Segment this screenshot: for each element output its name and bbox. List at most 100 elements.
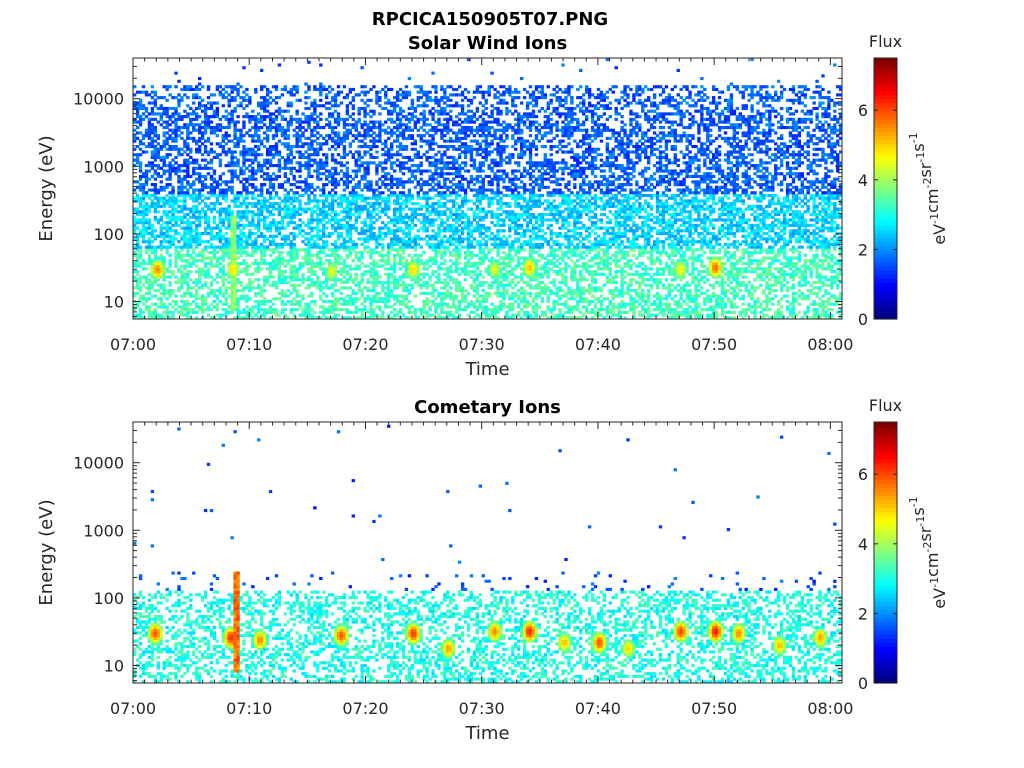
flux-cell <box>147 256 152 260</box>
flux-cell <box>307 218 311 222</box>
flux-cell <box>298 283 302 287</box>
flux-cell <box>195 210 199 214</box>
flux-cell <box>313 139 317 143</box>
flux-cell <box>218 177 223 181</box>
flux-cell <box>262 98 267 102</box>
flux-cell <box>333 120 338 124</box>
flux-cell <box>327 172 332 176</box>
flux-cell <box>283 109 288 113</box>
flux-cell <box>404 289 409 293</box>
flux-cell <box>209 142 214 146</box>
flux-cell <box>192 136 196 140</box>
flux-cell <box>431 125 435 130</box>
flux-cell <box>200 193 205 198</box>
flux-cell <box>227 248 231 252</box>
flux-cell <box>310 245 314 249</box>
flux-cell <box>333 221 338 225</box>
flux-cell <box>186 310 190 314</box>
flux-cell <box>195 310 199 314</box>
flux-cell <box>274 286 279 290</box>
flux-cell <box>354 272 358 276</box>
flux-cell <box>345 280 350 285</box>
flux-cell <box>239 253 243 257</box>
flux-cell <box>159 204 163 208</box>
flux-cell <box>327 169 332 173</box>
flux-cell <box>277 245 282 249</box>
flux-cell <box>325 316 329 320</box>
flux-cell <box>401 145 406 149</box>
flux-cell <box>313 240 317 244</box>
flux-cell <box>390 242 394 246</box>
flux-cell <box>357 150 361 154</box>
flux-cell <box>230 221 234 225</box>
flux-cell <box>133 218 137 222</box>
flux-cell <box>395 297 400 301</box>
flux-cell <box>265 115 270 119</box>
flux-cell <box>236 204 240 208</box>
flux-cell <box>180 299 184 304</box>
flux-cell <box>440 109 444 113</box>
flux-cell <box>227 185 231 189</box>
flux-cell <box>183 226 187 230</box>
flux-cell <box>153 134 158 138</box>
flux-cell <box>133 180 137 184</box>
flux-cell <box>292 245 296 249</box>
flux-cell <box>333 253 338 257</box>
flux-cell <box>313 150 317 154</box>
flux-cell <box>387 147 391 151</box>
flux-cell <box>153 234 158 238</box>
flux-cell <box>262 172 267 176</box>
flux-cell <box>292 316 296 320</box>
flux-cell <box>260 232 264 236</box>
flux-cell <box>428 278 432 282</box>
flux-cell <box>336 85 341 89</box>
flux-cell <box>422 193 426 198</box>
flux-cell <box>227 310 231 314</box>
flux-cell <box>186 259 190 263</box>
flux-cell <box>292 128 296 132</box>
flux-cell <box>316 242 320 246</box>
flux-cell <box>230 280 234 285</box>
flux-cell <box>203 147 208 151</box>
flux-cell <box>289 215 293 219</box>
flux-cell <box>381 169 385 173</box>
flux-cell <box>183 204 187 208</box>
flux-cell <box>413 294 417 298</box>
flux-cell <box>392 280 397 285</box>
flux-cell <box>363 150 367 154</box>
flux-cell <box>200 283 205 287</box>
flux-cell <box>265 166 270 170</box>
flux-cell <box>135 259 140 263</box>
flux-cell <box>307 125 311 130</box>
flux-cell <box>280 245 285 249</box>
flux-cell <box>325 310 329 314</box>
flux-cell <box>144 221 149 225</box>
flux-cell <box>319 145 323 149</box>
flux-cell <box>333 226 338 230</box>
flux-cell <box>203 272 208 276</box>
flux-cell <box>257 264 261 268</box>
flux-cell <box>372 161 376 165</box>
flux-cell <box>372 294 376 298</box>
flux-cell <box>186 229 190 233</box>
flux-cell <box>230 218 234 222</box>
flux-cell <box>189 291 193 295</box>
flux-cell <box>153 153 158 157</box>
flux-cell <box>206 223 211 227</box>
flux-cell <box>369 109 373 113</box>
flux-cell <box>392 264 397 268</box>
flux-cell <box>443 177 447 181</box>
flux-cell <box>416 278 420 282</box>
flux-cell <box>156 147 160 151</box>
flux-cell <box>141 172 146 176</box>
flux-cell <box>150 280 155 285</box>
flux-cell <box>159 112 163 116</box>
flux-cell <box>363 183 367 187</box>
flux-cell <box>387 286 391 290</box>
flux-cell <box>224 310 228 314</box>
flux-cell <box>206 87 211 92</box>
flux-cell <box>381 242 385 246</box>
flux-cell <box>230 115 234 119</box>
flux-cell <box>369 280 373 285</box>
flux-cell <box>168 310 172 314</box>
